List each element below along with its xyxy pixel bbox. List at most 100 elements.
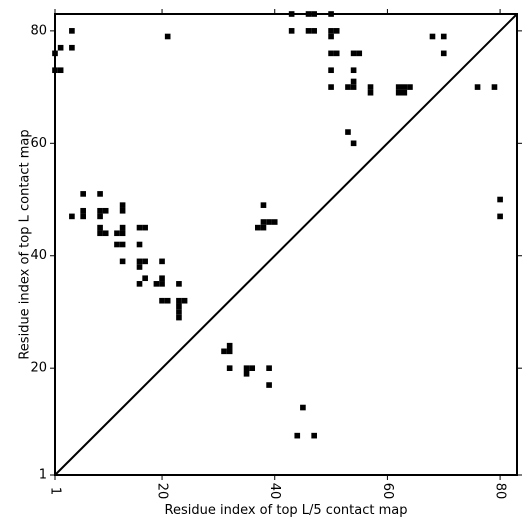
contact-point (69, 213, 75, 220)
diagonal-line (54, 13, 518, 476)
contact-point (176, 314, 182, 321)
plot-frame (54, 13, 518, 476)
contact-point (97, 230, 103, 237)
contact-point (491, 84, 498, 90)
contact-point (102, 207, 109, 214)
contact-point (497, 213, 503, 220)
contact-point (176, 303, 182, 310)
contact-point (328, 28, 334, 34)
x-tick-label: 80 (493, 483, 508, 500)
contact-point (333, 50, 340, 57)
contact-point (57, 67, 64, 74)
contact-point (159, 281, 165, 287)
contact-point (181, 297, 188, 304)
contact-point (159, 275, 165, 282)
contact-point (260, 202, 267, 208)
contact-point (142, 258, 148, 265)
contact-point (119, 224, 126, 231)
contact-point (80, 191, 86, 197)
contact-point (136, 281, 143, 287)
contact-point (497, 196, 503, 203)
x-tick-label: 1 (48, 487, 63, 495)
contact-point (294, 432, 301, 439)
x-tick-label: 20 (155, 483, 170, 500)
contact-point (153, 281, 160, 287)
contact-point (350, 140, 357, 147)
contact-point (80, 213, 86, 220)
contact-point (159, 258, 165, 265)
contact-point (350, 67, 357, 74)
contact-point (243, 370, 250, 377)
contact-point (300, 404, 306, 411)
contact-point (474, 84, 481, 90)
contact-point (266, 382, 272, 388)
data-points (52, 11, 503, 439)
contact-point (440, 33, 447, 40)
contact-point (97, 191, 103, 197)
contact-point (114, 230, 120, 237)
contact-point (328, 50, 334, 57)
contact-point (350, 78, 357, 85)
contact-point (367, 89, 374, 96)
contact-point (401, 84, 408, 90)
contact-point (226, 348, 233, 355)
contact-point (266, 365, 272, 371)
contact-point (97, 224, 103, 231)
contact-point (97, 213, 103, 220)
contact-point (119, 202, 126, 208)
contact-point (305, 28, 312, 34)
x-axis-ticks: 1 20 40 60 80 (48, 9, 508, 499)
contact-point (119, 207, 126, 214)
contact-point (356, 50, 363, 57)
contact-point (328, 67, 334, 74)
x-axis-label: Residue index of top L/5 contact map (165, 503, 408, 518)
contact-point (255, 224, 261, 231)
contact-point (69, 28, 75, 34)
contact-point (333, 28, 340, 34)
x-tick-label: 60 (380, 483, 395, 500)
y-tick-label: 20 (30, 361, 47, 376)
contact-point (395, 89, 402, 96)
contact-point (80, 207, 86, 214)
contact-point (142, 275, 148, 282)
contact-point (328, 33, 334, 40)
contact-point (136, 224, 143, 231)
y-tick-label: 80 (30, 23, 47, 38)
contact-point (440, 50, 447, 57)
contact-point (164, 33, 171, 40)
contact-point (260, 224, 267, 231)
y-axis-label: Residue index of top L contact map (18, 129, 33, 359)
contact-point (119, 241, 126, 248)
contact-point (407, 84, 413, 90)
contact-point (57, 44, 64, 51)
contact-point (119, 258, 126, 265)
contact-point (266, 219, 272, 225)
contact-point (226, 365, 233, 371)
y-axis-ticks: 1 20 40 60 80 (30, 23, 522, 483)
contact-point (136, 264, 143, 270)
contact-point (350, 50, 357, 57)
y-tick-label: 40 (30, 248, 47, 263)
contact-point (271, 219, 278, 225)
x-tick-label: 40 (267, 483, 282, 500)
contact-point (260, 219, 267, 225)
contact-point (311, 432, 317, 439)
contact-point (288, 28, 295, 34)
contact-point (114, 241, 120, 248)
contact-point (136, 258, 143, 265)
contact-point (226, 342, 233, 349)
contact-point (243, 365, 250, 371)
contact-point (367, 84, 374, 90)
contact-point (311, 28, 317, 34)
contact-point (69, 44, 75, 51)
contact-point (249, 365, 256, 371)
contact-point (350, 84, 357, 90)
contact-point (176, 297, 182, 304)
contact-point (401, 89, 408, 96)
y-tick-label: 1 (39, 468, 47, 483)
contact-point (136, 241, 143, 248)
contact-point (221, 348, 227, 355)
contact-point (159, 297, 165, 304)
contact-point (345, 129, 351, 135)
